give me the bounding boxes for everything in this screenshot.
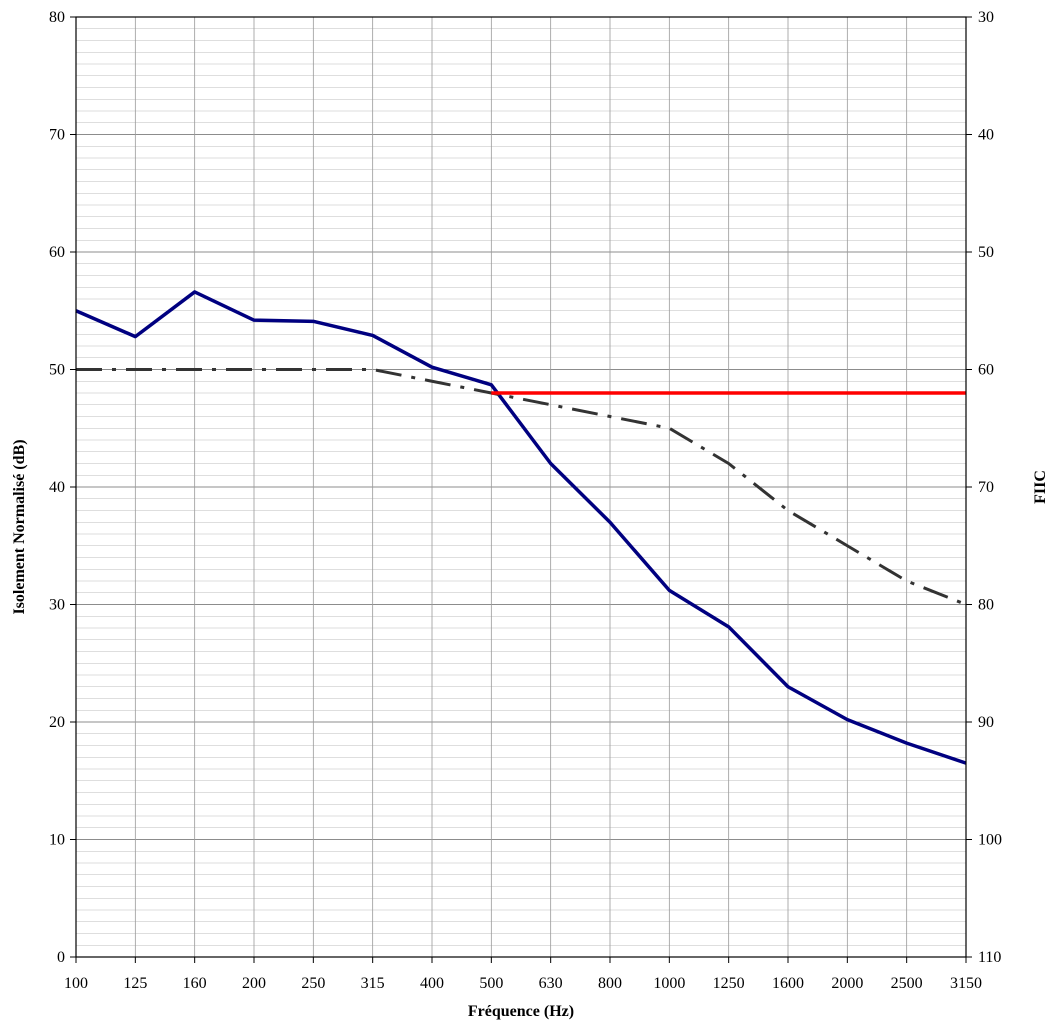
grid [76,17,966,957]
y-tick-label: 80 [49,9,65,26]
x-tick-label: 1000 [653,975,685,992]
x-tick-label: 315 [361,975,385,992]
x-tick-label: 1250 [713,975,745,992]
x-tick-label: 1600 [772,975,804,992]
x-tick-label: 100 [64,975,88,992]
y2-axis-label: FIIC [1032,470,1048,504]
x-axis-label: Fréquence (Hz) [468,1003,574,1020]
x-tick-label: 2500 [891,975,923,992]
y2-tick-label: 70 [978,479,994,496]
x-tick-label: 3150 [950,975,982,992]
x-tick-label: 200 [242,975,266,992]
x-tick-label: 500 [479,975,503,992]
y-tick-label: 10 [49,832,65,849]
x-tick-label: 400 [420,975,444,992]
y-tick-label: 60 [49,244,65,261]
y2-tick-label: 110 [978,949,1001,966]
x-tick-label: 160 [183,975,207,992]
x-tick-label: 250 [301,975,325,992]
y2-tick-label: 80 [978,597,994,614]
y-tick-label: 30 [49,597,65,614]
y2-tick-label: 30 [978,9,994,26]
y2-tick-label: 40 [978,127,994,144]
x-tick-label: 800 [598,975,622,992]
series-line-1 [75,290,967,765]
y-tick-label: 20 [49,714,65,731]
axes: 0 10 20 30 40 50 60 70 80 110 100 90 80 70 60 50 40 30 100… [49,9,1002,992]
y2-tick-label: 90 [978,714,994,731]
y-tick-label: 70 [49,127,65,144]
y-tick-label: 50 [49,362,65,379]
y2-tick-label: 100 [978,832,1002,849]
y-axis-label: Isolement Normalisé (dB) [11,439,28,614]
plot-series [75,290,967,765]
y2-tick-label: 60 [978,362,994,379]
y2-tick-label: 50 [978,244,994,261]
x-tick-label: 2000 [831,975,863,992]
x-tick-label: 125 [123,975,147,992]
x-tick-label: 630 [539,975,563,992]
y-tick-label: 40 [49,479,65,496]
y-tick-label: 0 [57,949,65,966]
